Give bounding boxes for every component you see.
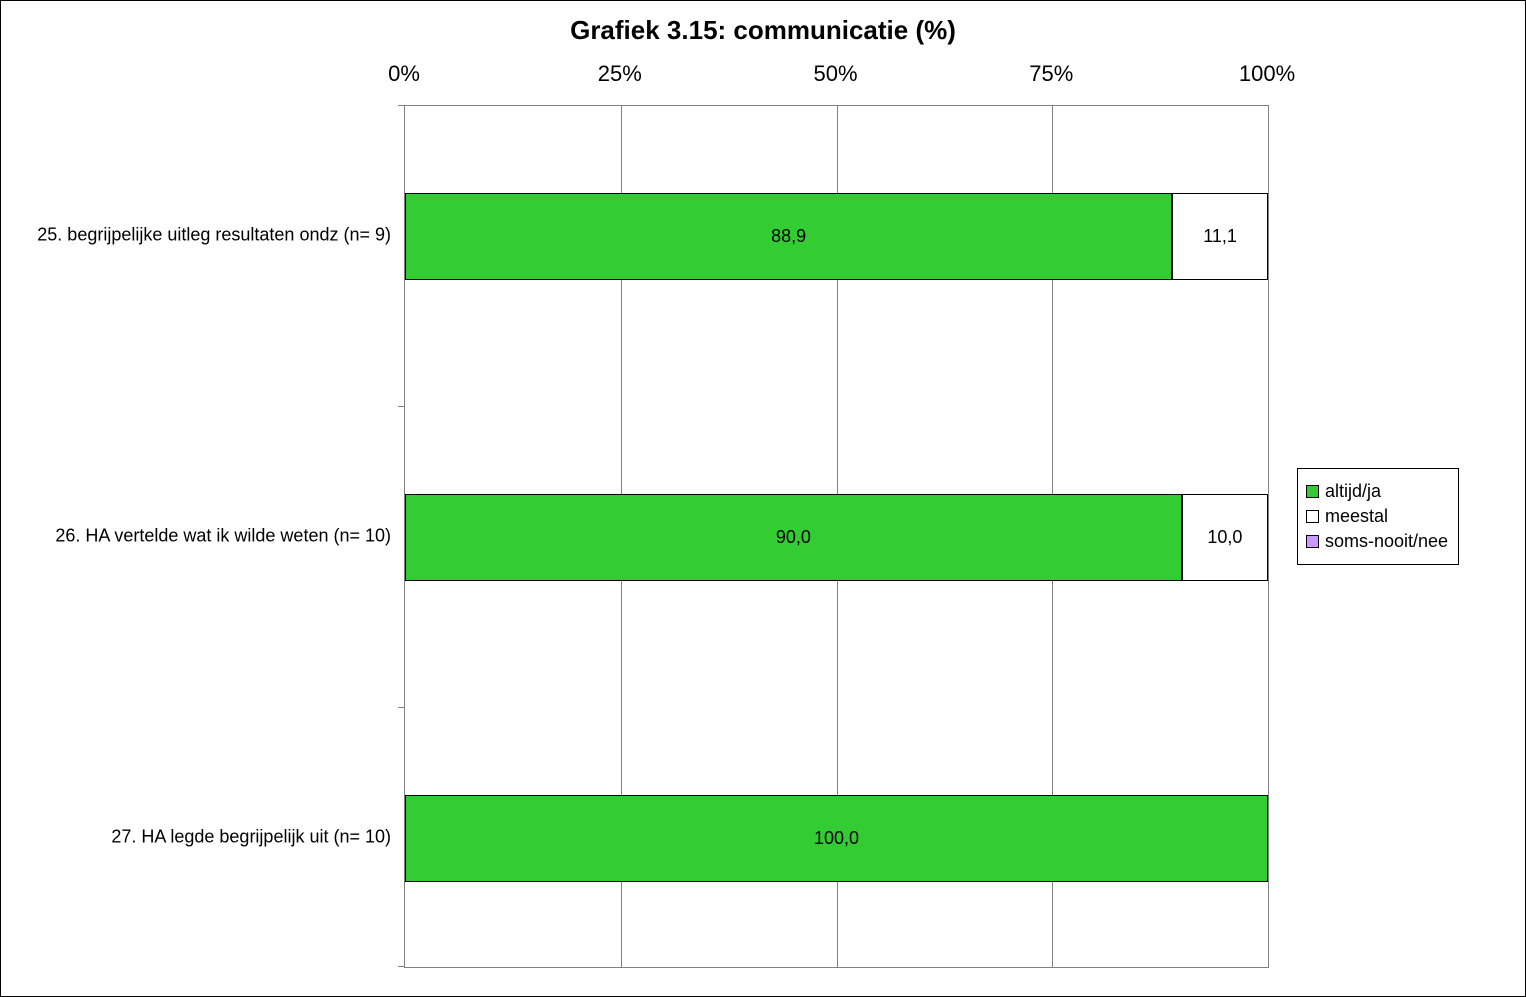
y-label-27: 27. HA legde begrijpelijk uit (n= 10) [11, 827, 391, 848]
legend-label: meestal [1325, 506, 1388, 527]
legend-swatch-icon [1306, 485, 1319, 498]
bar-value-label: 90,0 [776, 527, 811, 548]
legend-item-altijd: altijd/ja [1306, 481, 1448, 502]
legend: altijd/ja meestal soms-nooit/nee [1297, 468, 1459, 565]
x-tick-50: 50% [813, 61, 857, 87]
x-tick-75: 75% [1029, 61, 1073, 87]
bar-value-label: 11,1 [1203, 226, 1237, 247]
bar-seg-meestal: 10,0 [1182, 494, 1268, 581]
y-label-26: 26. HA vertelde wat ik wilde weten (n= 1… [11, 526, 391, 547]
legend-item-meestal: meestal [1306, 506, 1448, 527]
bar-value-label: 100,0 [814, 828, 859, 849]
plot-area: 88,9 11,1 90,0 10,0 100,0 [404, 105, 1269, 968]
chart-frame: Grafiek 3.15: communicatie (%) 0% 25% 50… [0, 0, 1526, 997]
bar-seg-altijd: 90,0 [405, 494, 1182, 581]
bar-row-25: 88,9 11,1 [405, 193, 1268, 280]
bar-value-label: 88,9 [771, 226, 806, 247]
legend-label: soms-nooit/nee [1325, 531, 1448, 552]
bar-row-27: 100,0 [405, 795, 1268, 882]
chart-title: Grafiek 3.15: communicatie (%) [1, 15, 1525, 46]
bar-seg-altijd: 100,0 [405, 795, 1268, 882]
legend-item-soms: soms-nooit/nee [1306, 531, 1448, 552]
bar-row-26: 90,0 10,0 [405, 494, 1268, 581]
bar-seg-altijd: 88,9 [405, 193, 1172, 280]
x-tick-100: 100% [1239, 61, 1295, 87]
bar-seg-meestal: 11,1 [1172, 193, 1268, 280]
y-label-25: 25. begrijpelijke uitleg resultaten ondz… [11, 225, 391, 246]
legend-swatch-icon [1306, 510, 1319, 523]
legend-label: altijd/ja [1325, 481, 1381, 502]
x-tick-0: 0% [388, 61, 420, 87]
bar-value-label: 10,0 [1207, 527, 1242, 548]
x-tick-25: 25% [598, 61, 642, 87]
legend-swatch-icon [1306, 535, 1319, 548]
